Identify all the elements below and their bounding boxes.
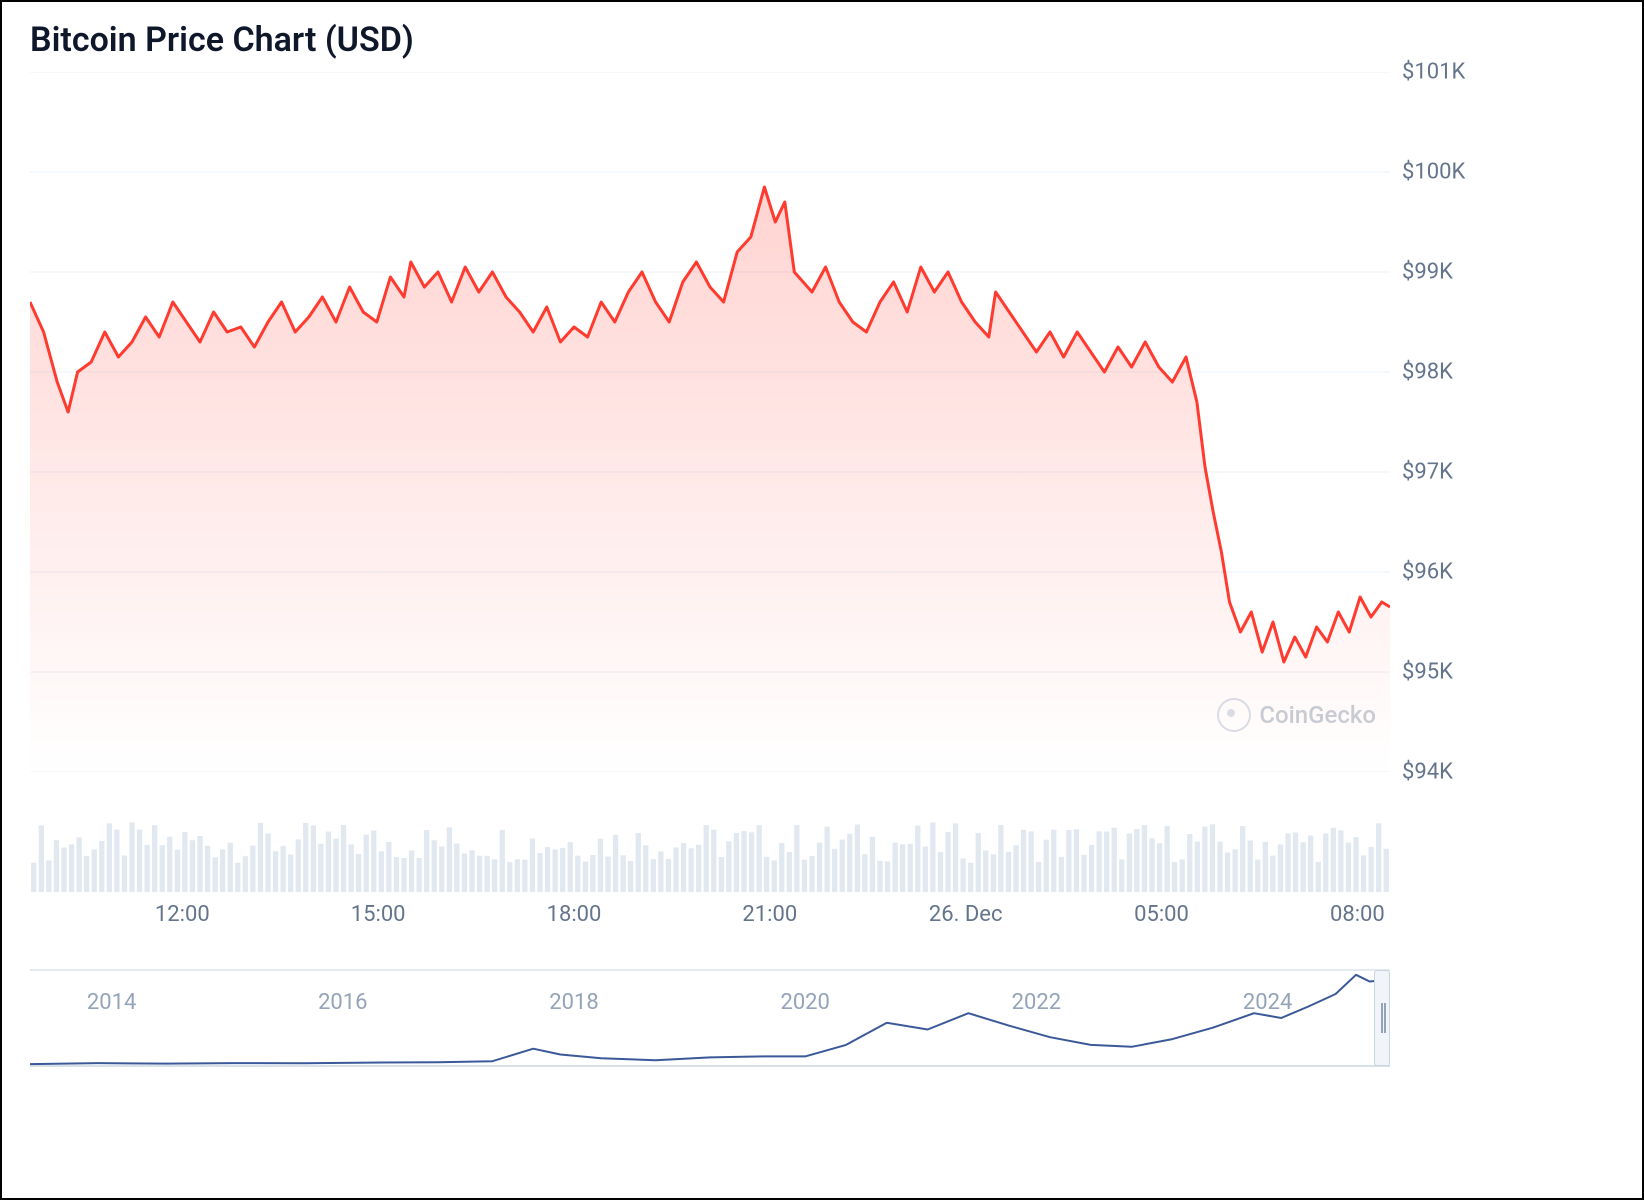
navigator-year-label: 2024 <box>1243 990 1292 1015</box>
volume-chart[interactable] <box>30 802 1390 892</box>
x-tick-label: 08:00 <box>1330 902 1385 927</box>
y-tick-label: $101K <box>1402 60 1465 85</box>
watermark-label: CoinGecko <box>1259 701 1376 729</box>
y-tick-label: $97K <box>1402 460 1453 485</box>
navigator-handle[interactable] <box>1374 970 1390 1066</box>
y-axis: $94K$95K$96K$97K$98K$99K$100K$101K <box>1402 72 1602 772</box>
navigator-year-label: 2020 <box>780 990 829 1015</box>
navigator-year-label: 2018 <box>549 990 598 1015</box>
navigator-year-label: 2022 <box>1012 990 1061 1015</box>
x-tick-label: 21:00 <box>742 902 797 927</box>
x-tick-label: 26. Dec <box>929 902 1003 927</box>
price-chart[interactable]: CoinGecko <box>30 72 1390 772</box>
x-tick-label: 05:00 <box>1134 902 1189 927</box>
navigator[interactable]: 2014 2016 2018 2020 2022 2024 <box>30 962 1390 1072</box>
x-axis: 12:00 15:00 18:00 21:00 26. Dec 05:00 08:00 <box>30 902 1390 942</box>
watermark: CoinGecko <box>1217 698 1376 732</box>
x-tick-label: 15:00 <box>351 902 406 927</box>
x-tick-label: 18:00 <box>547 902 602 927</box>
x-tick-label: 12:00 <box>155 902 210 927</box>
navigator-year-label: 2014 <box>87 990 136 1015</box>
chart-title: Bitcoin Price Chart (USD) <box>30 20 414 60</box>
coingecko-icon <box>1217 698 1251 732</box>
y-tick-label: $98K <box>1402 360 1453 385</box>
y-tick-label: $100K <box>1402 160 1465 185</box>
y-tick-label: $95K <box>1402 660 1453 685</box>
y-tick-label: $96K <box>1402 560 1453 585</box>
y-tick-label: $99K <box>1402 260 1453 285</box>
chart-frame: Bitcoin Price Chart (USD) CoinGecko $94K… <box>0 0 1644 1200</box>
navigator-year-label: 2016 <box>318 990 367 1015</box>
y-tick-label: $94K <box>1402 760 1453 785</box>
